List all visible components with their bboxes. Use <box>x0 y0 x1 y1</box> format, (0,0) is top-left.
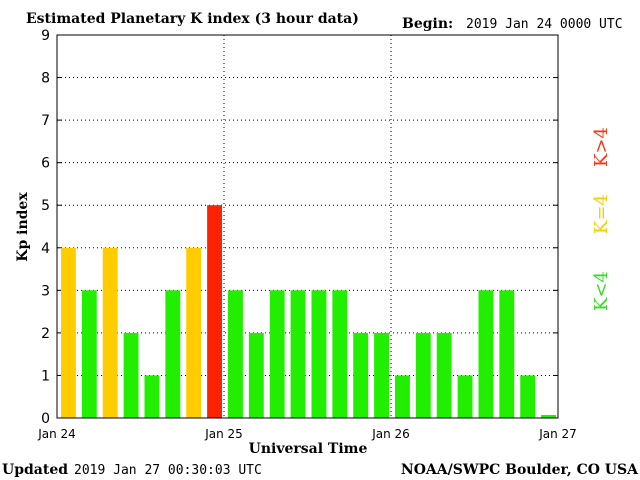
kp-bar <box>248 332 264 418</box>
chart-title: Estimated Planetary K index (3 hour data… <box>26 11 359 27</box>
kp-bar <box>290 290 306 418</box>
legend-k-greater-4: K>4 <box>591 127 612 167</box>
y-tick-label: 1 <box>41 368 50 384</box>
legend-k-equal-4: K=4 <box>591 194 612 234</box>
kp-bar <box>61 247 76 418</box>
y-tick-label: 0 <box>41 411 50 427</box>
y-tick-label: 4 <box>41 241 50 257</box>
kp-bar <box>395 375 410 418</box>
updated-label: Updated <box>2 462 68 478</box>
kp-bar <box>186 247 202 418</box>
y-tick-label: 9 <box>41 28 50 44</box>
kp-bar <box>123 332 139 418</box>
begin-value: 2019 Jan 24 0000 UTC <box>466 17 623 32</box>
kp-bar <box>102 247 118 418</box>
kp-bar <box>520 375 536 418</box>
x-tick-label: Jan 26 <box>371 427 410 441</box>
source-credit: NOAA/SWPC Boulder, CO USA <box>401 462 639 478</box>
kp-bar <box>228 290 243 418</box>
kp-bar <box>144 375 160 418</box>
updated-value: 2019 Jan 27 00:30:03 UTC <box>74 463 262 478</box>
kp-bar <box>332 290 348 418</box>
kp-bar <box>269 290 285 418</box>
kp-bar <box>81 290 97 418</box>
y-tick-label: 5 <box>41 198 50 214</box>
y-tick-label: 2 <box>41 326 50 342</box>
kp-bar <box>311 290 327 418</box>
kp-bar <box>374 332 389 418</box>
kp-bar <box>353 332 369 418</box>
legend-k-less-4: K<4 <box>591 271 612 311</box>
plot-frame <box>56 34 559 419</box>
begin-label: Begin: <box>402 16 453 32</box>
plot-area: 0 1 2 3 4 5 6 7 8 9 Jan 24 Jan 25 Jan 26 Jan 27 <box>37 28 577 441</box>
kp-bar <box>499 290 515 418</box>
y-tick-label: 6 <box>41 156 50 172</box>
y-tick-label: 8 <box>41 71 50 87</box>
kp-bar <box>478 290 494 418</box>
kp-bar <box>207 205 222 418</box>
x-tick-label: Jan 24 <box>37 427 76 441</box>
kp-bar <box>457 375 473 418</box>
kp-bar <box>541 415 556 418</box>
x-tick-label: Jan 27 <box>538 427 577 441</box>
x-axis-label: Universal Time <box>249 441 368 457</box>
kp-bar <box>436 332 452 418</box>
x-tick-label: Jan 25 <box>204 427 243 441</box>
kp-bar <box>415 332 431 418</box>
y-axis-label: Kp index <box>15 192 31 262</box>
y-tick-label: 7 <box>41 113 50 129</box>
kp-bar <box>165 290 181 418</box>
y-tick-label: 3 <box>41 283 50 299</box>
